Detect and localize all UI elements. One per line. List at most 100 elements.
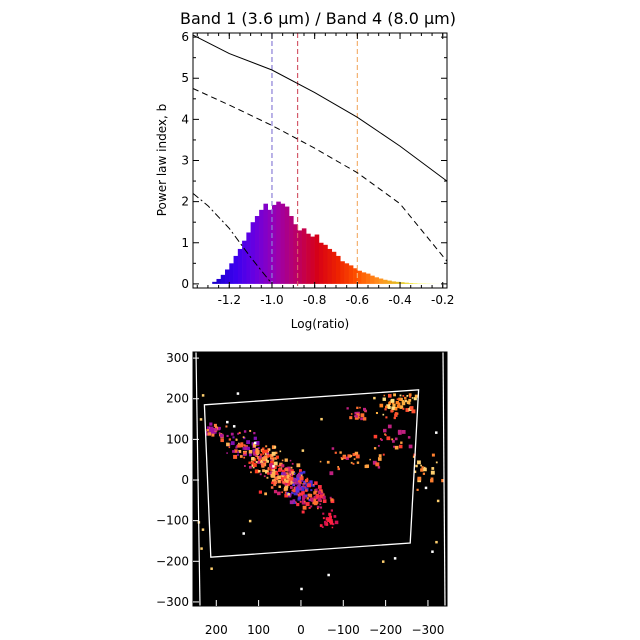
emission-pixel [237, 444, 241, 448]
emission-pixel [293, 501, 297, 504]
emission-pixel [238, 442, 240, 445]
emission-pixel [283, 482, 287, 485]
emission-pixel [331, 526, 334, 529]
emission-pixel [430, 470, 435, 475]
emission-pixel [408, 444, 413, 449]
emission-pixel [239, 443, 244, 448]
emission-pixel [284, 483, 288, 486]
emission-pixel [277, 475, 282, 480]
emission-pixel [354, 451, 359, 456]
emission-pixel [237, 432, 240, 435]
emission-pixel [354, 411, 358, 415]
histogram-bar [271, 204, 277, 284]
y-tick-label: 0 [181, 277, 189, 291]
emission-pixel [257, 460, 260, 464]
emission-pixel [390, 398, 395, 403]
emission-pixel [317, 485, 322, 489]
emission-pixel [412, 455, 416, 458]
emission-pixel [299, 487, 302, 491]
histogram-bar [391, 281, 397, 284]
image-y-tick-label: −300 [156, 595, 189, 609]
emission-pixel [297, 480, 301, 483]
emission-pixel [262, 469, 266, 473]
emission-pixel [401, 401, 406, 406]
emission-pixel [226, 434, 229, 438]
point-source [201, 394, 205, 397]
emission-pixel [291, 462, 294, 465]
emission-pixel [291, 491, 293, 494]
emission-pixel [369, 458, 371, 461]
emission-pixel [299, 477, 304, 481]
histogram-bar [412, 283, 418, 284]
emission-pixel [259, 453, 263, 456]
image-x-tick-label: −100 [327, 623, 360, 637]
emission-pixel [399, 405, 404, 409]
emission-pixel [244, 446, 249, 451]
emission-pixel [270, 457, 275, 461]
image-x-tick-label: 200 [205, 623, 228, 637]
y-axis-ticks: 0 1 2 3 4 5 6 [181, 30, 447, 291]
emission-pixel [365, 464, 370, 468]
emission-pixel [384, 408, 387, 411]
emission-pixel [265, 445, 268, 448]
x-tick-label: -0.4 [388, 293, 411, 307]
emission-pixel [352, 462, 355, 465]
histogram-bar [365, 273, 371, 284]
emission-pixel [232, 436, 235, 439]
histogram-bar [323, 244, 328, 284]
emission-pixel [285, 473, 288, 476]
image-x-tick-label: −200 [369, 623, 402, 637]
emission-pixel [293, 482, 296, 485]
emission-pixel [261, 463, 265, 467]
x-tick-label: -0.6 [346, 293, 369, 307]
emission-pixel [269, 463, 274, 467]
footprint-edge-left [195, 351, 201, 607]
histogram-bar [267, 209, 273, 284]
emission-pixel [274, 457, 278, 460]
emission-pixel [301, 497, 305, 501]
image-y-tick-label: −100 [156, 514, 189, 528]
emission-pixel [305, 483, 309, 487]
emission-pixel [397, 402, 401, 406]
emission-pixel [356, 406, 359, 409]
point-source [320, 417, 323, 421]
emission-pixel [253, 463, 257, 467]
emission-pixel [397, 431, 402, 435]
emission-pixel [328, 512, 332, 516]
emission-pixel [378, 454, 382, 458]
emission-pixel [417, 476, 422, 481]
emission-pixel [404, 396, 407, 400]
histogram-bar [361, 272, 367, 284]
emission-pixel [271, 481, 274, 485]
histogram-bar [301, 228, 307, 284]
emission-pixel [385, 416, 388, 419]
histogram-bar [250, 222, 256, 284]
emission-pixel [312, 484, 315, 487]
curve-dashed [192, 88, 448, 262]
emission-pixel [219, 433, 224, 438]
emission-pixel [298, 496, 302, 499]
emission-pixel [296, 478, 301, 482]
emission-pixel [398, 444, 403, 449]
emission-pixel [289, 459, 292, 462]
image-y-tick-label: −200 [156, 554, 189, 568]
curve-dash-dot [192, 193, 273, 285]
emission-pixel [273, 490, 278, 494]
emission-pixel [339, 451, 342, 454]
point-source [210, 567, 213, 570]
emission-pixel [373, 447, 377, 450]
emission-pixel [347, 454, 351, 458]
emission-pixel [375, 411, 378, 415]
emission-pixel [340, 457, 343, 459]
emission-pixel [282, 481, 286, 484]
emission-pixel [310, 489, 313, 492]
emission-pixel [322, 517, 325, 520]
emission-pixel [249, 465, 252, 469]
emission-pixel [431, 453, 435, 457]
emission-pixel [413, 470, 417, 474]
emission-pixel [326, 460, 330, 464]
emission-pixel [392, 440, 395, 443]
emission-pixel [290, 466, 293, 469]
emission-pixel [310, 505, 313, 508]
emission-pixel [319, 524, 323, 527]
